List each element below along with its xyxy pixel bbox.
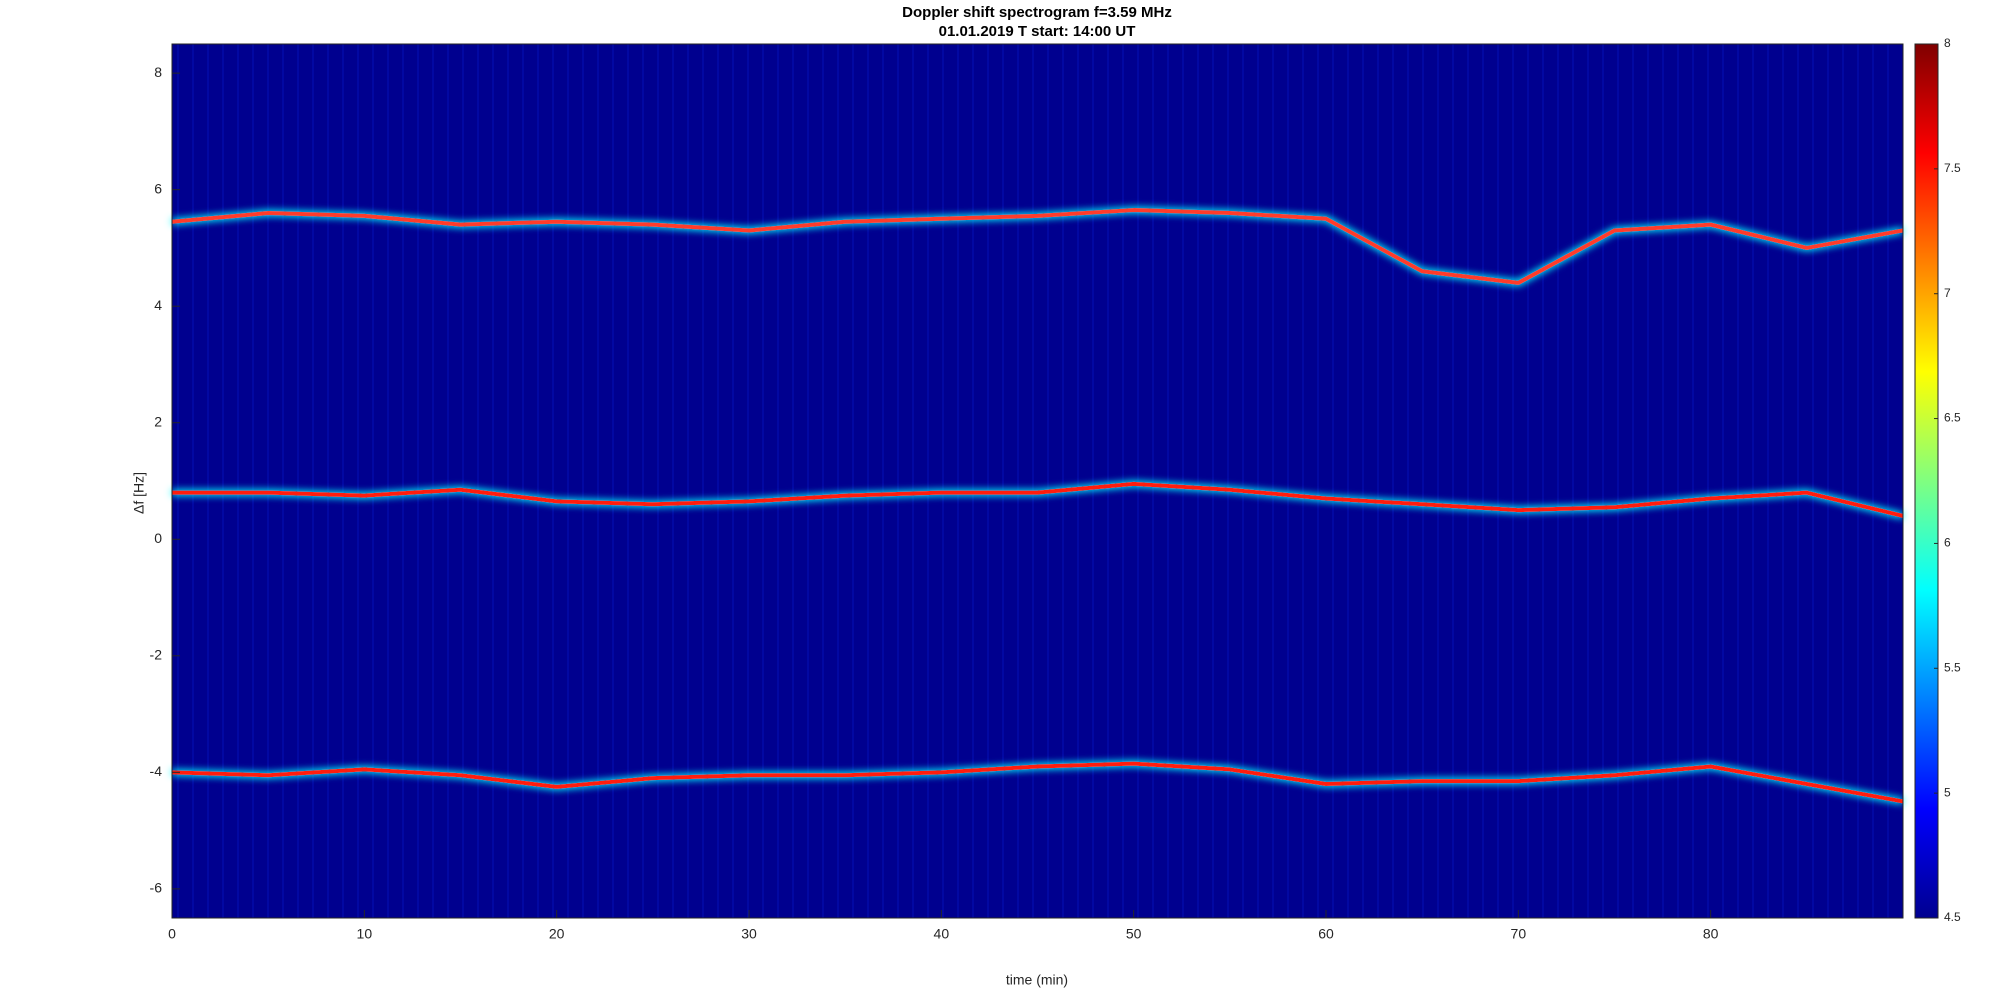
y-tick-label: -4 xyxy=(150,763,163,779)
x-tick-label: 60 xyxy=(1318,926,1334,942)
colorbar-tick-label: 8 xyxy=(1944,36,1951,50)
x-tick-label: 70 xyxy=(1511,926,1527,942)
x-tick-label: 0 xyxy=(168,926,176,942)
band-trace xyxy=(171,208,1904,285)
colorbar-tick-label: 5 xyxy=(1944,785,1951,799)
x-tick-label: 80 xyxy=(1703,926,1719,942)
x-axis-label: time (min) xyxy=(1006,972,1068,988)
colorbar-tick-label: 7.5 xyxy=(1944,161,1961,175)
colorbar-tick-label: 6.5 xyxy=(1944,411,1961,425)
x-tick-label: 10 xyxy=(357,926,373,942)
colorbar-tick-label: 5.5 xyxy=(1944,660,1961,674)
colorbar-tick-label: 6 xyxy=(1944,536,1951,550)
colorbar-tick-label: 4.5 xyxy=(1944,910,1961,924)
x-tick-label: 40 xyxy=(934,926,950,942)
y-tick-label: 4 xyxy=(154,297,162,313)
y-tick-label: -2 xyxy=(150,647,163,663)
chart-subtitle: 01.01.2019 T start: 14:00 UT xyxy=(939,23,1136,40)
plot-background xyxy=(172,44,1903,918)
x-tick-label: 20 xyxy=(549,926,565,942)
band-trace xyxy=(172,481,1904,518)
chart-title: Doppler shift spectrogram f=3.59 MHz xyxy=(902,4,1172,21)
y-tick-label: 2 xyxy=(154,413,162,429)
y-tick-label: 0 xyxy=(154,530,162,546)
band-trace xyxy=(171,761,1904,804)
plot-frame xyxy=(171,43,1904,919)
colorbar-tick-label: 7 xyxy=(1944,286,1951,300)
texture xyxy=(177,44,1889,918)
y-tick-label: 6 xyxy=(154,180,162,196)
y-axis-label: Δf [Hz] xyxy=(131,472,147,514)
y-tick-label: 8 xyxy=(154,64,162,80)
y-tick-label: -6 xyxy=(150,880,163,896)
x-tick-label: 50 xyxy=(1126,926,1142,942)
x-tick-label: 30 xyxy=(741,926,757,942)
colorbar xyxy=(1914,43,1939,919)
